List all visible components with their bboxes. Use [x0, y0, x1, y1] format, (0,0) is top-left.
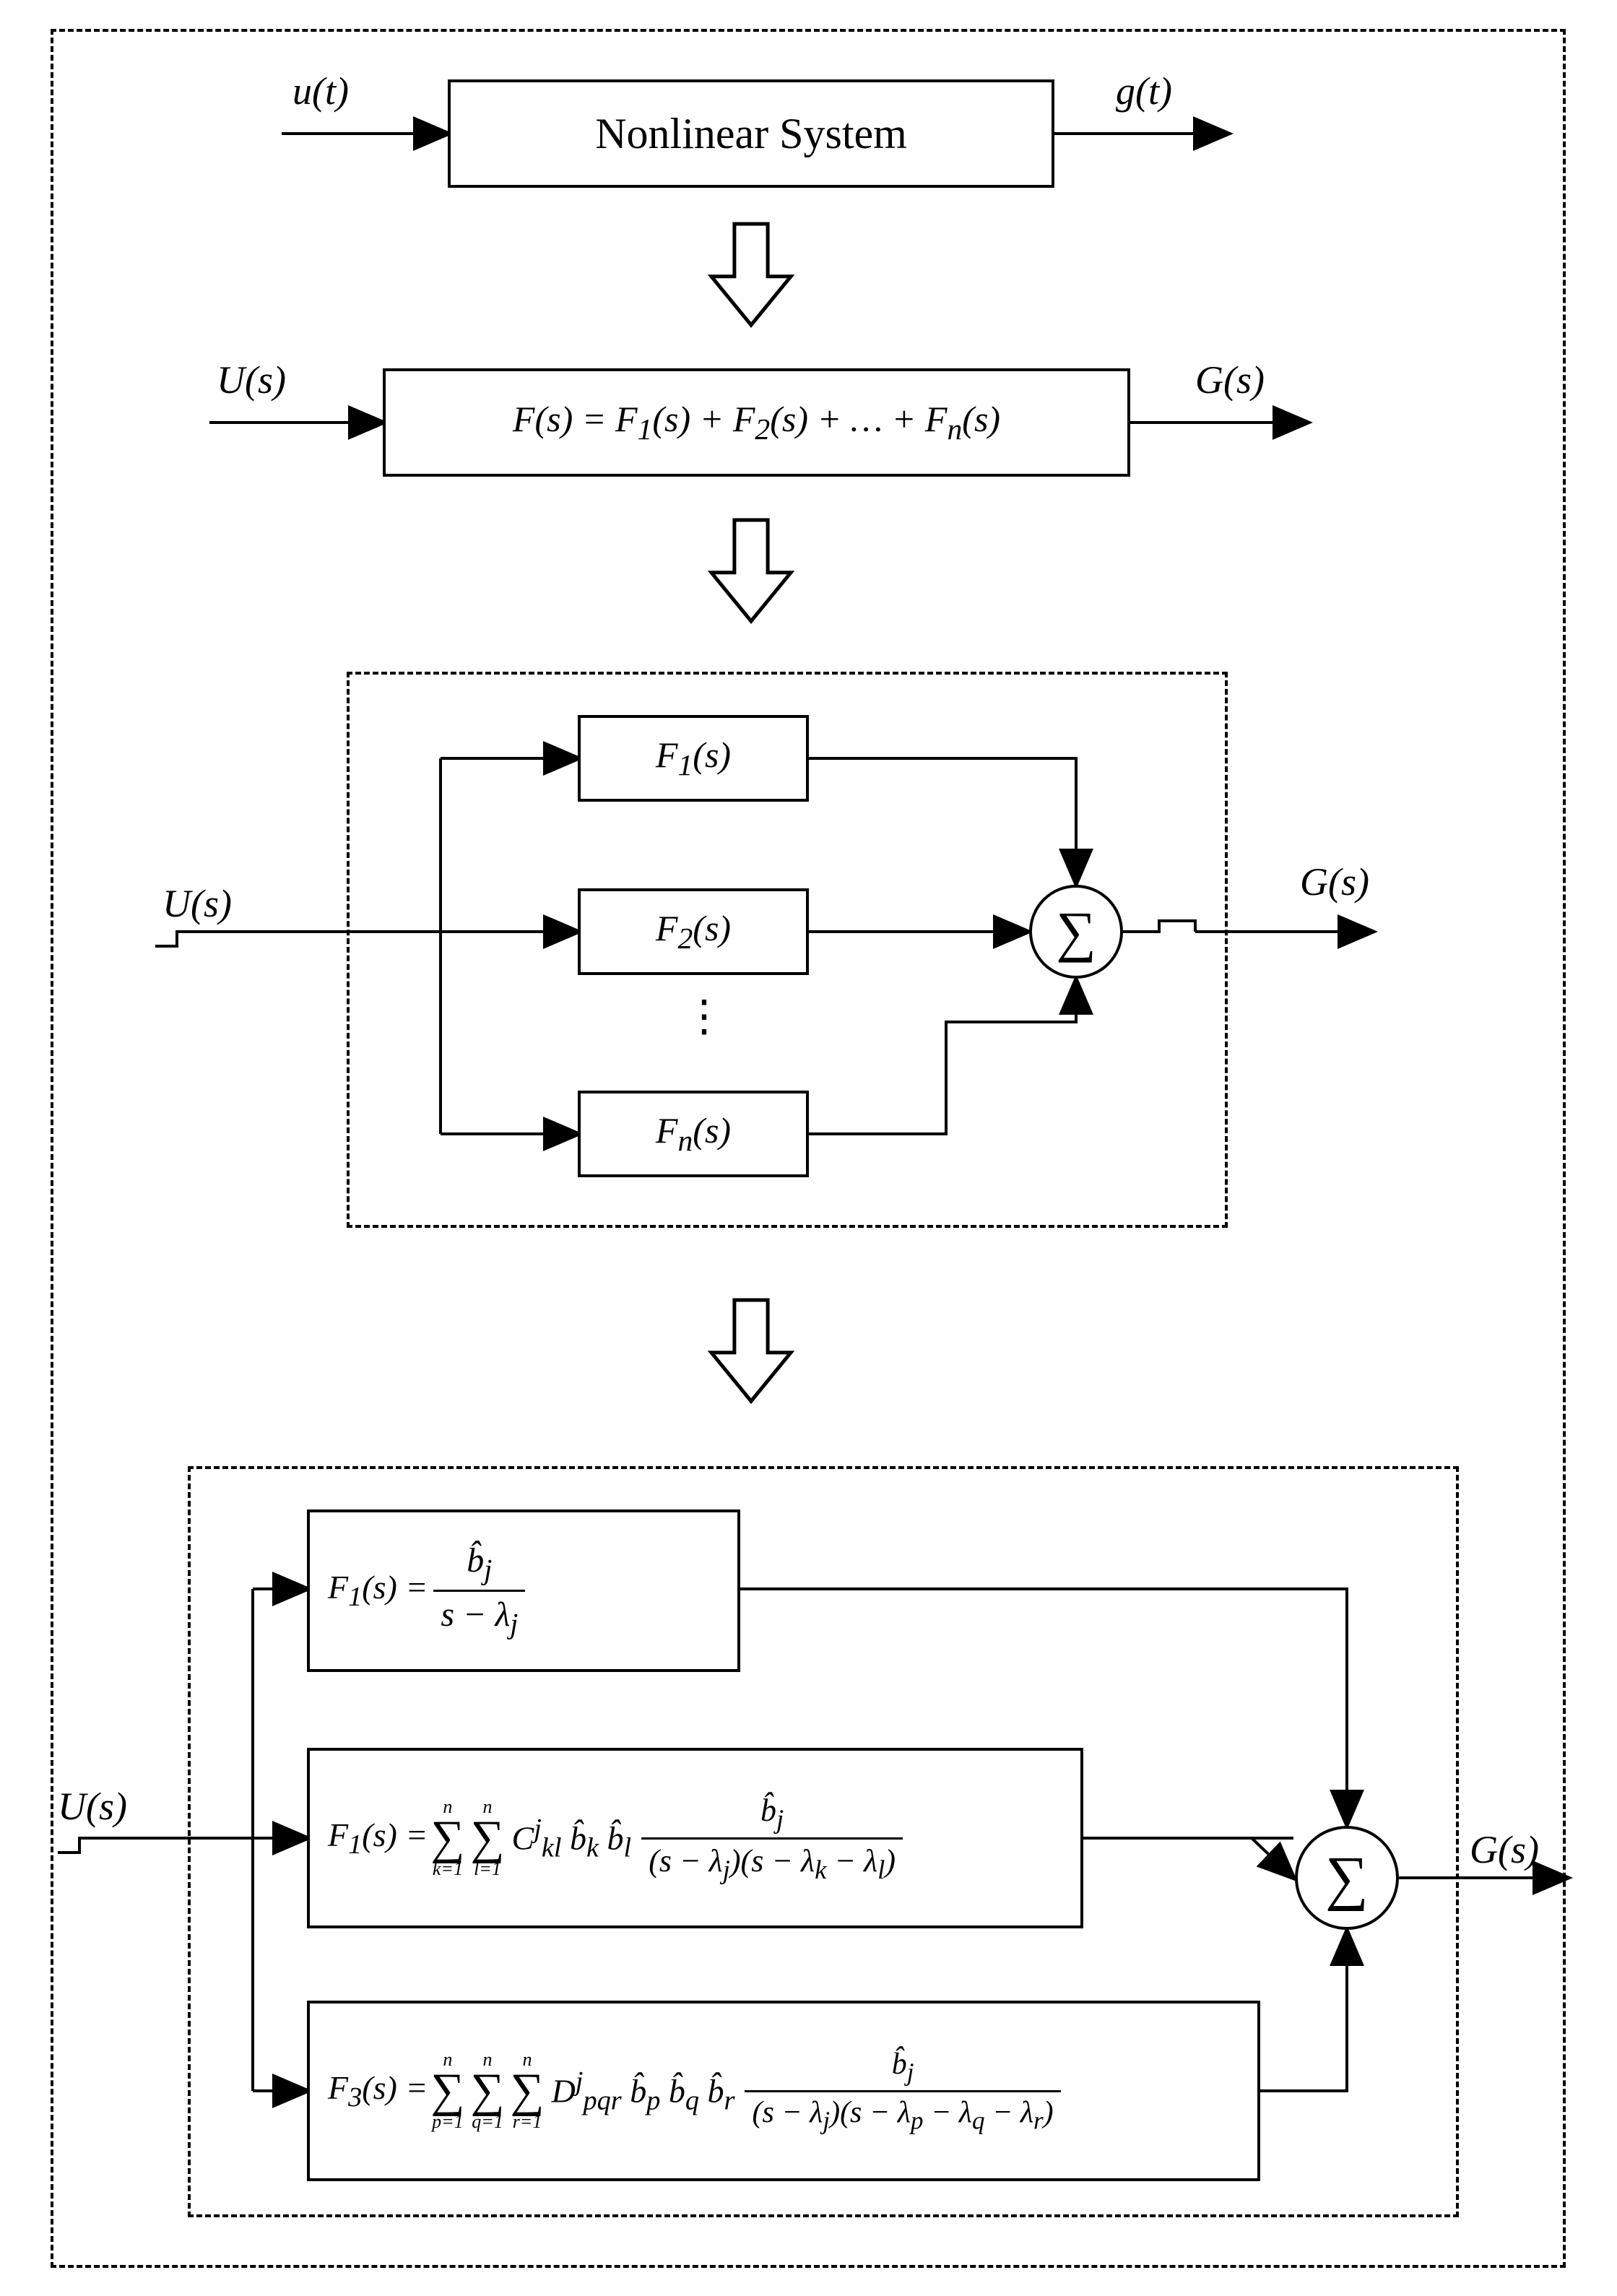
stage2-in-label: U(s) — [217, 358, 286, 402]
stage3-branch-2-label: Fn(s) — [656, 1109, 731, 1158]
formula-f3: F3(s) = n∑p=1n∑q=1n∑r=1Djpqr b̂p b̂q b̂r… — [328, 2047, 1067, 2135]
stage4-branch-0-box: F1(s) = b̂js − λj — [307, 1509, 740, 1672]
stage1-out-label: g(t) — [1116, 69, 1172, 113]
stage1-title: Nonlinear System — [595, 109, 907, 159]
formula-f1: F1(s) = b̂js − λj — [328, 1541, 531, 1640]
stage3-vdots: ⋮ — [682, 992, 726, 1040]
stage3-in-label: U(s) — [162, 882, 232, 925]
stage3-sum: ∑ — [1056, 899, 1096, 964]
stage2-out-label: G(s) — [1195, 358, 1265, 402]
stage1-in-label: u(t) — [292, 69, 349, 113]
formula-f2: F1(s) = n∑k=1n∑l=1Cjkl b̂k b̂lb̂j(s − λj… — [328, 1792, 909, 1885]
stage4-branch-1-box: F1(s) = n∑k=1n∑l=1Cjkl b̂k b̂lb̂j(s − λj… — [307, 1748, 1083, 1928]
stage4-branch-2-box: F3(s) = n∑p=1n∑q=1n∑r=1Djpqr b̂p b̂q b̂r… — [307, 2001, 1260, 2181]
stage3-out-label: G(s) — [1300, 860, 1369, 904]
stage2-formula: F(s) = F1(s) + F2(s) + … + Fn(s) — [513, 398, 1000, 447]
stage3-branch-1-label: F2(s) — [656, 907, 731, 956]
stage4-out-label: G(s) — [1470, 1828, 1539, 1871]
stage4-sum: ∑ — [1325, 1843, 1369, 1913]
stage4-in-label: U(s) — [58, 1785, 127, 1828]
stage3-branch-0-label: F1(s) — [656, 734, 731, 783]
